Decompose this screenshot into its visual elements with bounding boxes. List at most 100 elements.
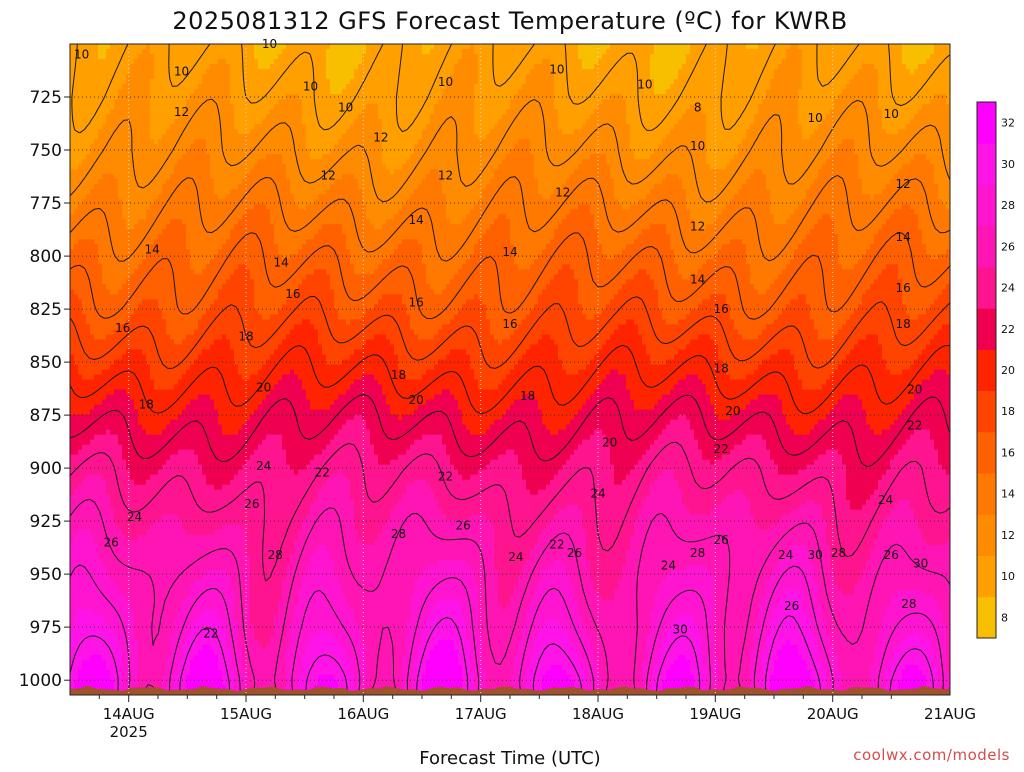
field-cell xyxy=(638,44,643,50)
field-cell xyxy=(662,49,667,55)
field-cell xyxy=(206,59,211,65)
field-cell xyxy=(798,64,803,70)
field-cell xyxy=(270,74,275,80)
field-cell xyxy=(910,59,915,65)
field-cell xyxy=(890,49,895,55)
field-cell xyxy=(78,64,83,70)
field-cell xyxy=(418,44,423,50)
field-cell xyxy=(794,54,799,60)
field-cell xyxy=(494,54,499,60)
field-cell xyxy=(802,69,807,75)
field-cell xyxy=(778,49,783,55)
field-cell xyxy=(610,54,615,60)
field-cell xyxy=(434,44,439,50)
field-cell xyxy=(422,44,427,50)
field-cell xyxy=(574,49,579,55)
field-cell xyxy=(646,64,651,70)
field-cell xyxy=(210,69,215,75)
field-cell xyxy=(102,69,107,75)
field-cell xyxy=(522,49,527,55)
field-cell xyxy=(502,59,507,65)
field-cell xyxy=(706,74,711,80)
field-cell xyxy=(758,64,763,70)
field-cell xyxy=(130,69,135,75)
field-cell xyxy=(290,79,295,85)
field-cell xyxy=(226,54,231,60)
field-cell xyxy=(374,64,379,70)
field-cell xyxy=(866,79,871,85)
field-cell xyxy=(710,69,715,75)
field-cell xyxy=(130,64,135,70)
field-cell xyxy=(626,44,631,50)
field-cell xyxy=(790,74,795,80)
field-cell xyxy=(730,74,735,80)
field-cell xyxy=(586,79,591,85)
field-cell xyxy=(194,79,199,85)
field-cell xyxy=(754,74,759,80)
field-cell xyxy=(894,79,899,85)
field-cell xyxy=(370,49,375,55)
field-cell xyxy=(682,64,687,70)
field-cell xyxy=(710,59,715,65)
field-cell xyxy=(354,59,359,65)
field-cell xyxy=(146,44,151,50)
field-cell xyxy=(630,69,635,75)
field-cell xyxy=(94,49,99,55)
field-cell xyxy=(670,44,675,50)
field-cell xyxy=(174,79,179,85)
field-cell xyxy=(714,64,719,70)
field-cell xyxy=(350,69,355,75)
field-cell xyxy=(462,79,467,85)
field-cell xyxy=(898,69,903,75)
field-cell xyxy=(930,59,935,65)
field-cell xyxy=(414,69,419,75)
field-cell xyxy=(318,49,323,55)
field-cell xyxy=(754,59,759,65)
field-cell xyxy=(870,64,875,70)
field-cell xyxy=(414,79,419,85)
field-cell xyxy=(394,54,399,60)
field-cell xyxy=(658,44,663,50)
field-cell xyxy=(798,44,803,50)
field-cell xyxy=(530,74,535,80)
field-cell xyxy=(654,64,659,70)
field-cell xyxy=(674,49,679,55)
field-cell xyxy=(914,69,919,75)
field-cell xyxy=(806,74,811,80)
field-cell xyxy=(158,64,163,70)
field-cell xyxy=(426,54,431,60)
field-cell xyxy=(506,64,511,70)
field-cell xyxy=(266,74,271,80)
field-cell xyxy=(342,79,347,85)
field-cell xyxy=(490,59,495,65)
field-cell xyxy=(554,54,559,60)
field-cell xyxy=(554,44,559,50)
field-cell xyxy=(222,59,227,65)
field-cell xyxy=(662,44,667,50)
field-cell xyxy=(390,69,395,75)
field-cell xyxy=(470,54,475,60)
field-cell xyxy=(318,79,323,85)
field-cell xyxy=(466,74,471,80)
field-cell xyxy=(802,44,807,50)
field-cell xyxy=(146,64,151,70)
field-cell xyxy=(466,59,471,65)
field-cell xyxy=(234,54,239,60)
field-cell xyxy=(178,54,183,60)
field-cell xyxy=(346,79,351,85)
field-cell xyxy=(422,79,427,85)
field-cell xyxy=(550,54,555,60)
field-cell xyxy=(510,49,515,55)
field-cell xyxy=(322,49,327,55)
field-cell xyxy=(686,44,691,50)
field-cell xyxy=(782,64,787,70)
field-cell xyxy=(858,69,863,75)
field-cell xyxy=(634,49,639,55)
field-cell xyxy=(314,64,319,70)
field-cell xyxy=(862,69,867,75)
field-cell xyxy=(706,54,711,60)
field-cell xyxy=(622,79,627,85)
field-cell xyxy=(542,74,547,80)
field-cell xyxy=(910,64,915,70)
field-cell xyxy=(754,54,759,60)
